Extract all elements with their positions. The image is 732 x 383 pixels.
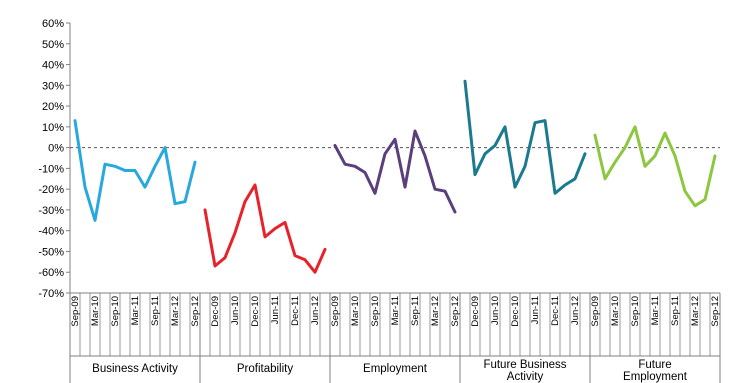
x-tick-label: Dec-10 bbox=[510, 296, 521, 327]
x-tick-label: Sep-12 bbox=[710, 296, 721, 327]
y-tick-label: -30% bbox=[38, 205, 64, 217]
x-tick-label: Mar-11 bbox=[390, 296, 401, 325]
x-tick-label: Jun-10 bbox=[490, 296, 501, 325]
x-tick-label: Mar-10 bbox=[90, 296, 101, 326]
y-tick-label: 50% bbox=[42, 39, 64, 51]
y-tick-label: -40% bbox=[38, 226, 64, 238]
x-tick-label: Jun-12 bbox=[310, 296, 321, 325]
y-tick-label: -20% bbox=[38, 184, 64, 196]
group-label: Future bbox=[638, 359, 671, 371]
x-tick-label: Sep-10 bbox=[110, 296, 121, 327]
x-tick-label: Sep-12 bbox=[450, 296, 461, 327]
group-label: Profitability bbox=[237, 363, 293, 375]
x-tick-label: Sep-10 bbox=[630, 296, 641, 327]
x-tick-label: Mar-11 bbox=[650, 296, 661, 325]
y-tick-label: 0% bbox=[48, 143, 64, 155]
y-tick-label: 30% bbox=[42, 80, 64, 92]
x-tick-label: Mar-10 bbox=[350, 296, 361, 326]
group-label: Future Business bbox=[483, 359, 566, 371]
x-tick-label: Sep-12 bbox=[190, 296, 201, 327]
group-label: Activity bbox=[507, 371, 544, 383]
y-tick-label: -60% bbox=[38, 267, 64, 279]
x-tick-label: Sep-09 bbox=[590, 296, 601, 327]
series-line-3 bbox=[333, 129, 457, 214]
x-tick-label: Jun-10 bbox=[230, 296, 241, 325]
group-label: Employment bbox=[363, 363, 428, 375]
x-tick-label: Sep-11 bbox=[670, 296, 681, 326]
series-line-1 bbox=[73, 119, 197, 222]
y-tick-label: 20% bbox=[42, 101, 64, 113]
x-tick-label: Dec-09 bbox=[210, 296, 221, 327]
x-tick-label: Mar-10 bbox=[610, 296, 621, 326]
group-label: Business Activity bbox=[92, 363, 178, 375]
series-line-2 bbox=[203, 183, 327, 274]
x-tick-label: Sep-09 bbox=[330, 296, 341, 327]
y-tick-label: -10% bbox=[38, 163, 64, 175]
x-tick-label: Sep-09 bbox=[70, 296, 81, 327]
x-tick-label: Sep-10 bbox=[370, 296, 381, 327]
series-line-5 bbox=[593, 125, 717, 208]
y-tick-label: 60% bbox=[42, 18, 64, 30]
x-tick-label: Dec-11 bbox=[550, 296, 561, 326]
x-tick-label: Dec-11 bbox=[290, 296, 301, 326]
y-tick-label: 10% bbox=[42, 122, 64, 134]
x-tick-label: Jun-12 bbox=[570, 296, 581, 325]
y-tick-label: -70% bbox=[38, 288, 64, 300]
x-tick-label: Mar-11 bbox=[130, 296, 141, 325]
x-tick-label: Mar-12 bbox=[430, 296, 441, 326]
x-tick-label: Sep-11 bbox=[150, 296, 161, 326]
x-tick-label: Sep-11 bbox=[410, 296, 421, 326]
x-tick-label: Dec-10 bbox=[250, 296, 261, 327]
y-tick-label: -50% bbox=[38, 246, 64, 258]
x-tick-label: Mar-12 bbox=[690, 296, 701, 326]
y-tick-label: 40% bbox=[42, 60, 64, 72]
x-tick-label: Dec-09 bbox=[470, 296, 481, 327]
x-tick-label: Mar-12 bbox=[170, 296, 181, 326]
group-label: Employment bbox=[623, 371, 688, 383]
x-tick-label: Jun-11 bbox=[270, 296, 281, 324]
series-line-4 bbox=[463, 79, 587, 195]
x-tick-label: Jun-11 bbox=[530, 296, 541, 324]
